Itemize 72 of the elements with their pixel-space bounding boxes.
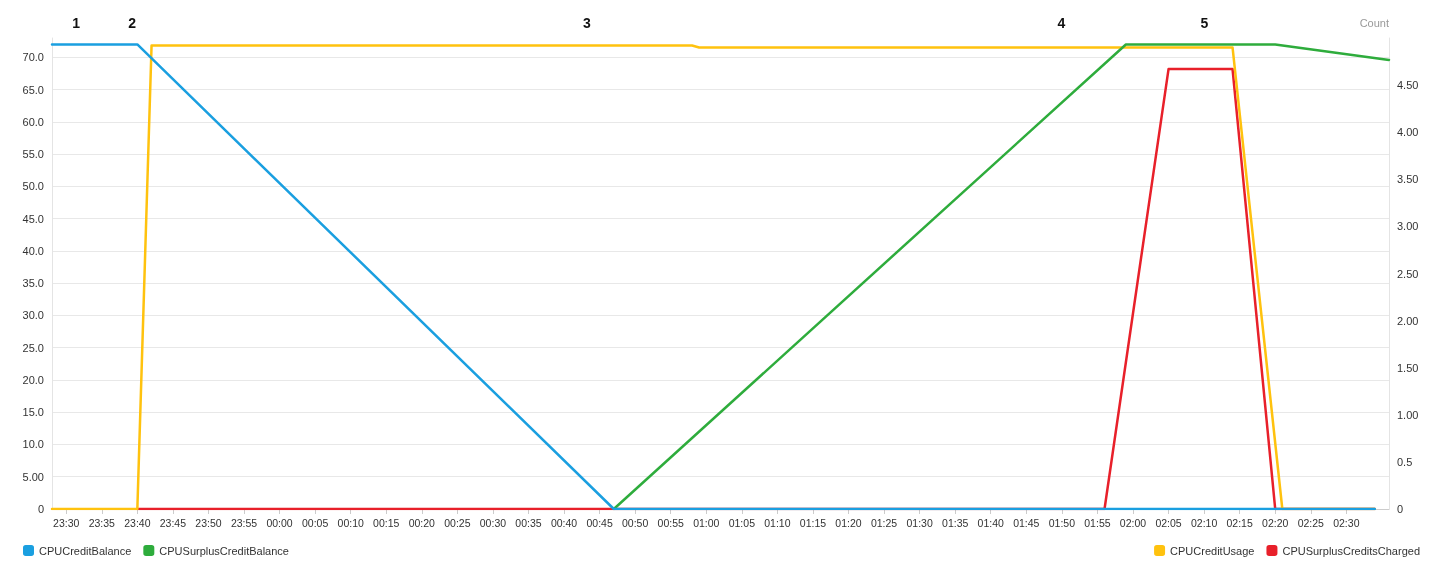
x-tick-label: 00:45 — [586, 516, 613, 529]
y2-tick-label: 2.00 — [1397, 314, 1419, 327]
x-tick-label: 23:40 — [124, 516, 151, 529]
text: 5 — [1200, 15, 1209, 31]
text: 2 — [128, 15, 137, 31]
x-tick-label: 01:45 — [1013, 516, 1040, 529]
y2-tick-label: 1.00 — [1397, 408, 1419, 421]
x-tick-label: 00:30 — [479, 516, 507, 529]
y-tick-label: 55.0 — [22, 148, 44, 161]
y2-tick-label: 3.00 — [1397, 220, 1419, 233]
y2-tick-label: 4.50 — [1397, 79, 1419, 92]
x-tick-label: 00:20 — [408, 516, 436, 529]
x-tick-label: 00:00 — [266, 516, 293, 529]
x-tick-label: 01:40 — [977, 516, 1005, 529]
x-tick-label: 02:30 — [1333, 516, 1360, 529]
x-tick-label: 01:15 — [799, 516, 827, 529]
x-tick-label: 23:30 — [53, 516, 80, 529]
y2-tick-label: 4.00 — [1397, 126, 1419, 139]
x-tick-label: 23:45 — [159, 516, 187, 529]
x-tick-label: 23:35 — [88, 516, 116, 529]
x-tick-label: 01:55 — [1084, 516, 1111, 529]
y-tick-label: 30.0 — [22, 309, 44, 322]
x-tick-label: 02:15 — [1226, 516, 1253, 529]
x-tick-label: 00:55 — [657, 516, 685, 529]
y-tick-label: 45.0 — [22, 212, 44, 225]
y-tick-label: 65.0 — [22, 83, 44, 96]
x-tick-label: 01:20 — [835, 516, 862, 529]
legend-label: CPUCreditBalance — [39, 544, 132, 557]
x-tick-label: 02:10 — [1190, 516, 1218, 529]
legend-label: CPUCreditUsage — [1170, 544, 1255, 557]
text: 3 — [582, 15, 591, 31]
legend-label: CPUSurplusCreditsCharged — [1282, 544, 1420, 557]
y2-axis-title: Count — [1359, 16, 1389, 29]
x-tick-label: 00:10 — [337, 516, 364, 529]
y-tick-label: 70.0 — [22, 51, 44, 64]
y2-tick-label: 0.5 — [1397, 455, 1413, 468]
x-tick-label: 02:05 — [1155, 516, 1182, 529]
x-tick-label: 01:35 — [942, 516, 969, 529]
y-tick-label: 40.0 — [22, 244, 44, 257]
x-tick-label: 01:30 — [906, 516, 933, 529]
y2-tick-label: 2.50 — [1397, 267, 1419, 280]
y-tick-label: 35.0 — [22, 277, 44, 290]
y2-tick-label: 1.50 — [1397, 361, 1419, 374]
x-tick-label: 23:55 — [230, 516, 258, 529]
x-tick-label: 00:25 — [444, 516, 471, 529]
x-tick-label: 00:35 — [515, 516, 542, 529]
y-tick-label: 60.0 — [22, 115, 44, 128]
x-tick-label: 00:15 — [373, 516, 400, 529]
y-tick-label: 5.00 — [22, 470, 44, 483]
x-tick-label: 00:50 — [622, 516, 649, 529]
x-tick-label: 02:25 — [1297, 516, 1325, 529]
y-tick-label: 10.0 — [22, 438, 44, 451]
x-tick-label: 01:00 — [693, 516, 720, 529]
x-tick-label: 23:50 — [195, 516, 222, 529]
y-tick-label: 0 — [37, 503, 44, 515]
x-tick-label: 02:20 — [1262, 516, 1289, 529]
y2-tick-label: 0 — [1397, 503, 1404, 515]
y2-tick-label: 3.50 — [1397, 173, 1419, 186]
x-tick-label: 00:05 — [301, 516, 329, 529]
y-tick-label: 15.0 — [22, 406, 44, 419]
y-tick-label: 25.0 — [22, 341, 44, 354]
x-tick-label: 00:40 — [550, 516, 578, 529]
text: 4 — [1057, 15, 1066, 31]
legend-label: CPUSurplusCreditBalance — [159, 544, 289, 557]
x-tick-label: 01:05 — [728, 516, 756, 529]
x-tick-label: 01:10 — [764, 516, 791, 529]
x-tick-label: 01:50 — [1048, 516, 1076, 529]
y-tick-label: 20.0 — [22, 373, 44, 386]
y-tick-label: 50.0 — [22, 180, 44, 193]
text: 1 — [72, 15, 81, 31]
x-tick-label: 01:25 — [870, 516, 898, 529]
x-tick-label: 02:00 — [1119, 516, 1147, 529]
